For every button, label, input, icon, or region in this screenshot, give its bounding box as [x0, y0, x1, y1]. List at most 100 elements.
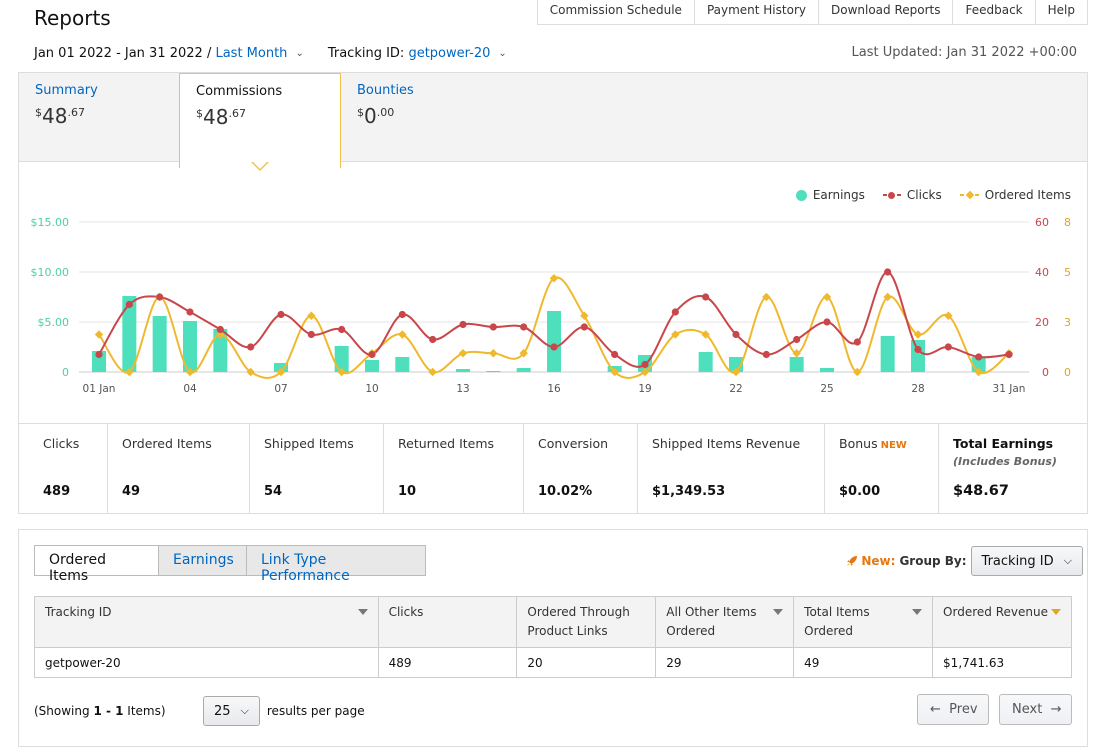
x-tick-label: 28 [911, 383, 924, 395]
nav-commission-schedule[interactable]: Commission Schedule [549, 3, 682, 17]
metric-returned-items: Returned Items 10 [383, 424, 523, 513]
ordered-items-point [913, 330, 923, 339]
earnings-bar [880, 336, 895, 372]
clicks-point [914, 345, 922, 354]
clicks-point [489, 323, 497, 331]
legend-earnings[interactable]: Earnings [795, 188, 865, 202]
tab-summary[interactable]: Summary $48.67 [19, 73, 179, 162]
metric-value: $0.00 [839, 484, 881, 499]
earnings-bar [698, 352, 713, 372]
clicks-point [762, 350, 770, 359]
x-tick-label: 01 Jan [83, 383, 116, 395]
per-page-select[interactable]: 25 ⌵ [203, 696, 260, 726]
metric-label: Returned Items [398, 436, 495, 451]
cell-total-items: 49 [793, 647, 934, 678]
clicks-point [702, 293, 710, 301]
prev-button[interactable]: ← Prev [917, 694, 989, 725]
chevron-down-icon[interactable]: ⌄ [498, 48, 507, 59]
nav-help[interactable]: Help [1034, 0, 1087, 24]
sort-arrow-icon[interactable] [1051, 609, 1061, 615]
ordered-items-point [731, 367, 741, 377]
clicks-dot-icon [887, 191, 895, 199]
clicks-point [975, 353, 983, 361]
clicks-point [793, 335, 801, 344]
earnings-bar [365, 360, 379, 372]
y-tick-label-ordered: 0 [1064, 366, 1071, 379]
metric-sub: (Includes Bonus) [953, 455, 1057, 468]
clicks-point [125, 300, 133, 309]
tracking-id-filter[interactable]: Tracking ID: getpower-20 ⌄ [328, 46, 507, 61]
clicks-point [611, 350, 619, 359]
group-by-select[interactable]: Tracking ID ⌵ [970, 546, 1083, 576]
sort-arrow-icon[interactable] [773, 609, 784, 615]
tab-ordered-items[interactable]: Ordered Items [34, 545, 159, 584]
cell-tracking-id[interactable]: getpower-20 [34, 647, 379, 678]
tab-amount: $0.00 [357, 104, 395, 128]
col-ordered-through-links[interactable]: Ordered Through Product Links [516, 596, 657, 648]
tab-link-type-performance[interactable]: Link Type Performance [246, 545, 426, 584]
metric-value: 10 [398, 484, 417, 499]
clicks-point [186, 308, 194, 316]
ordered-items-point [458, 349, 468, 358]
col-all-other-items[interactable]: All Other Items Ordered [655, 596, 795, 648]
x-tick-label: 19 [638, 383, 651, 395]
active-tab-pointer [251, 161, 269, 171]
ordered-items-point [307, 311, 316, 320]
metric-total-earnings: Total Earnings (Includes Bonus) $48.67 [938, 424, 1087, 513]
ordered-items-point [822, 292, 832, 302]
earnings-bar [152, 316, 167, 372]
earnings-bar [274, 363, 288, 372]
sort-arrow-icon[interactable] [912, 609, 923, 615]
nav-payment-history[interactable]: Payment History [693, 0, 818, 24]
earnings-bar [92, 351, 106, 372]
x-tick-label: 13 [456, 383, 469, 395]
tab-commissions[interactable]: Commissions $48.67 [179, 73, 341, 168]
x-tick-label: 22 [729, 383, 742, 395]
x-tick-label: 07 [274, 383, 287, 395]
metric-shipped-items: Shipped Items 54 [249, 424, 383, 513]
legend-clicks[interactable]: Clicks [882, 188, 942, 202]
earnings-bar [547, 311, 561, 372]
col-total-items[interactable]: Total Items Ordered [793, 596, 934, 648]
ordered-items-point [398, 330, 407, 339]
legend-ordered-items[interactable]: Ordered Items [959, 188, 1071, 202]
new-badge: NEW [880, 440, 907, 451]
tab-bounties[interactable]: Bounties $0.00 [341, 73, 501, 162]
col-ordered-revenue[interactable]: Ordered Revenue [932, 596, 1072, 648]
period-dropdown[interactable]: Last Month [215, 46, 288, 61]
sort-arrow-icon[interactable] [357, 609, 368, 615]
ordered-items-point [974, 367, 983, 377]
clicks-point [156, 293, 164, 301]
arrow-right-icon: → [1050, 702, 1062, 717]
chart-legend: Earnings Clicks Ordered Items [778, 188, 1071, 202]
nav-download-reports[interactable]: Download Reports [817, 0, 953, 24]
clicks-point [884, 268, 892, 276]
ordered-items-table: Tracking ID Clicks Ordered Through Produ… [34, 596, 1072, 678]
col-tracking-id[interactable]: Tracking ID [34, 596, 379, 648]
metric-clicks: Clicks 489 [19, 424, 107, 513]
new-label: New: [861, 554, 896, 568]
tab-amount: $48.67 [196, 105, 246, 129]
y-tick-label-clicks: 0 [1042, 366, 1049, 379]
ordered-items-point [94, 330, 104, 339]
x-tick-label: 31 Jan [993, 383, 1026, 395]
x-tick-label: 16 [547, 383, 561, 395]
earnings-bar [122, 296, 137, 372]
table-header-row: Tracking ID Clicks Ordered Through Produ… [34, 596, 1072, 648]
next-button[interactable]: Next → [999, 694, 1072, 725]
ordered-items-point [519, 349, 528, 358]
chevron-down-icon[interactable]: ⌄ [295, 48, 304, 59]
clicks-point [732, 330, 740, 339]
earnings-bar [486, 371, 501, 372]
tracking-id-value[interactable]: getpower-20 [408, 46, 491, 61]
page-title: Reports [34, 6, 111, 30]
tab-earnings[interactable]: Earnings [158, 545, 247, 576]
earnings-bar [334, 346, 349, 372]
ordered-items-point [944, 311, 953, 320]
y-tick-label-clicks: 60 [1035, 216, 1049, 229]
col-clicks[interactable]: Clicks [377, 596, 518, 648]
clicks-point [1005, 350, 1013, 359]
ordered-items-point [640, 367, 650, 377]
clicks-point [368, 350, 376, 359]
nav-feedback[interactable]: Feedback [952, 0, 1034, 24]
